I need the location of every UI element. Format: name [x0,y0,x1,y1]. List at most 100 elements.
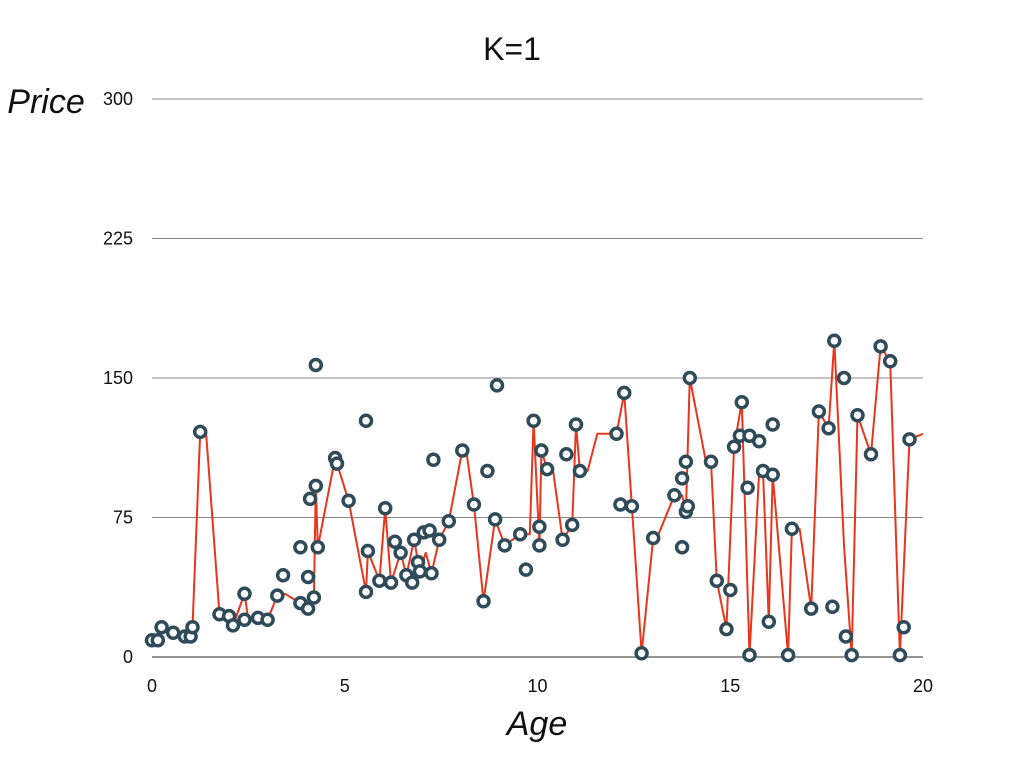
scatter-point [613,497,628,512]
y-tick-label: 75 [113,508,133,528]
scatter-point [723,582,738,598]
scatter-point [667,487,682,503]
scatter-point [780,647,796,663]
scatter-point [844,647,859,663]
scatter-point [726,439,742,455]
scatter-point [387,534,403,549]
scatter-point [426,452,441,468]
scatter-point [300,569,316,585]
y-tick-label: 300 [103,89,133,109]
scatter-point [329,456,345,471]
y-axis-title: Price [7,83,84,121]
scatter-point [192,424,208,440]
scatter-point [645,530,661,546]
x-tick-label: 10 [527,676,547,696]
scatter-point [310,540,326,555]
y-tick-label: 225 [103,229,133,249]
scatter-point [742,647,757,663]
scatter-point [225,618,241,633]
scatter-point [559,447,574,462]
scatter-point [555,532,570,548]
scatter-point [539,461,555,477]
scatter-point [260,612,275,628]
x-tick-label: 20 [913,676,933,696]
scatter-point [751,433,767,449]
scatter-point [404,575,420,590]
scatter-point [424,566,439,581]
y-tick-label: 0 [123,647,133,667]
x-tick-label: 5 [340,676,350,696]
scatter-point [892,647,908,663]
scatter-point [873,339,888,354]
scatter-point [300,601,316,616]
scatter-point [564,517,580,533]
scatter-point [534,443,549,458]
scatter-point [682,370,698,386]
scatter-point [532,538,547,553]
scatter-point [902,432,917,447]
scatter-point [165,625,181,641]
scatter-point [293,540,308,555]
scatter-point [827,333,842,349]
data-points [144,333,917,663]
scatter-point [863,447,879,462]
scatter-point [406,532,422,548]
scatter-point [624,499,640,514]
scatter-point [383,575,399,590]
scatter-point [308,478,324,494]
scatter-point [680,499,696,514]
scatter-point [616,385,632,401]
scatter-point [466,497,482,512]
tick-labels: 0 75 150 225 300 0 5 10 15 20 [103,89,933,696]
scatter-point [709,573,725,588]
scatter-point [761,614,777,629]
scatter-point [703,454,719,469]
scatter-point [719,621,734,637]
scatter-point [838,629,854,644]
scatter-point [275,567,291,583]
scatter-point [480,463,495,479]
scatter-point [803,601,819,616]
x-tick-label: 15 [720,676,740,696]
scatter-point [441,513,457,529]
scatter-point [431,532,447,548]
scatter-point [422,523,437,538]
scatter-point [836,370,852,386]
scatter-point [518,562,534,577]
x-tick-label: 0 [147,676,157,696]
scatter-point [302,491,318,507]
x-axis-title: Age [505,705,568,743]
scatter-point [237,586,252,602]
chart-title: K=1 [483,31,541,67]
scatter-point [150,633,166,648]
scatter-point [734,394,750,410]
scatter-point [609,426,624,442]
scatter-point [393,545,408,561]
scatter-point [412,564,428,579]
scatter-point [634,646,649,661]
scatter-point [476,593,491,609]
scatter-point [497,538,512,553]
scatter-point [825,599,840,615]
scatter-point [568,417,584,432]
scatter-point [489,378,505,393]
scatter-point [455,443,470,458]
scatter-point [341,493,356,509]
scatter-point [678,454,694,469]
scatter-point [185,619,200,635]
grid-lines [152,98,923,658]
scatter-point [306,590,322,605]
scatter-point [784,521,800,536]
scatter-point [765,417,780,432]
y-tick-label: 150 [103,368,133,388]
scatter-point [360,543,376,559]
scatter-point [572,463,588,479]
scatter-point [532,519,547,535]
scatter-point [526,413,541,429]
scatter-point [740,480,755,495]
scatter-point [237,612,252,628]
scatter-point [358,584,374,600]
scatter-point [850,407,865,423]
scatter-point [270,588,285,603]
